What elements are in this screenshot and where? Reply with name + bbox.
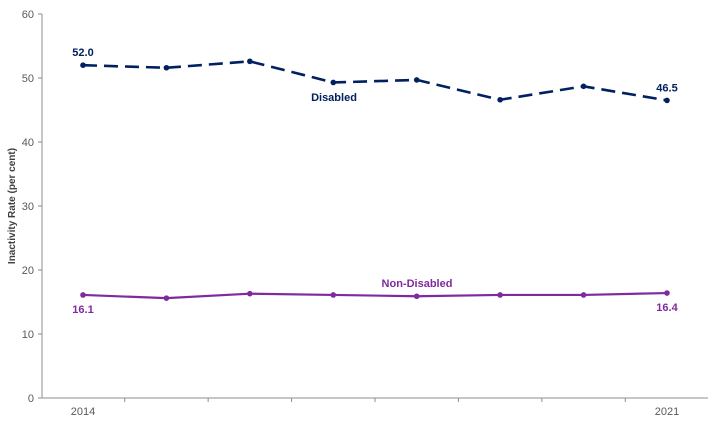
data-label-non-disabled: 16.1 [72,304,93,316]
x-axis-ticks: 2014 2021 [71,398,679,418]
y-tick-label: 10 [22,329,34,341]
y-tick-label: 20 [22,265,34,277]
data-label-disabled: 52.0 [72,47,93,59]
data-point-disabled [413,77,420,83]
x-tick-label: 2014 [71,406,95,418]
y-axis-ticks: 0 10 20 30 40 50 60 [22,9,42,405]
data-point-disabled [163,64,170,71]
series-line-non-disabled [82,291,668,300]
series-line-disabled [82,60,668,102]
data-point-non-disabled [163,295,170,301]
data-point-disabled [497,96,503,103]
series-layer: 52.0 46.5 16.1 16.4 [72,47,678,316]
y-tick-label: 50 [22,73,34,85]
data-point-disabled [247,58,253,65]
data-point-non-disabled [80,292,86,298]
data-point-disabled [664,97,670,104]
y-axis-title: Inactivity Rate (per cent) [7,148,18,264]
data-point-non-disabled [413,293,420,300]
data-label-non-disabled: 16.4 [656,302,678,314]
data-point-non-disabled [497,292,503,298]
data-point-disabled [580,83,587,90]
x-tick-label: 2021 [655,406,679,418]
series-label-non-disabled: Non-Disabled [382,278,453,290]
y-tick-label: 30 [22,201,34,213]
data-point-non-disabled [330,292,337,298]
data-point-non-disabled [580,292,587,298]
y-tick-label: 40 [22,137,34,149]
data-point-non-disabled [247,290,253,297]
y-tick-label: 0 [28,393,34,405]
y-tick-label: 60 [22,9,34,21]
data-point-disabled [330,79,337,86]
data-label-disabled: 46.5 [656,82,677,94]
data-point-disabled [80,62,86,68]
series-label-disabled: Disabled [311,92,357,104]
data-point-non-disabled [664,290,670,296]
